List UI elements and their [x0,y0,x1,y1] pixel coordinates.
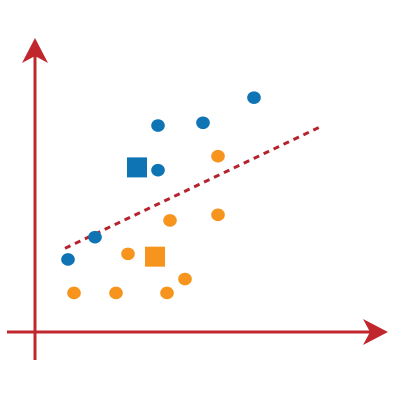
series-2-point-2 [109,286,123,300]
series-2-point-4 [163,214,177,227]
series-1-point-6 [247,91,261,104]
series-1-point-2 [88,230,102,244]
y-axis-arrowhead [22,38,48,63]
series-1-centroid [127,157,147,178]
series-2-point-5 [211,208,225,222]
series-2-point-6 [160,286,174,300]
series-2-centroid [145,246,165,267]
series-1-point-5 [196,116,210,130]
axes-layer [7,38,388,360]
series-1-point-1 [61,253,75,266]
series-2-point-8 [211,149,225,163]
series-2-point-7 [178,272,192,286]
boundary-layer [64,124,324,250]
series-1-point-4 [151,119,165,132]
series-1-point-3 [151,163,165,177]
decision-boundary-line [64,124,324,250]
series-2-point-1 [67,286,81,300]
x-axis-arrowhead [363,319,388,345]
series-2-point-3 [121,247,135,261]
points-layer [61,91,261,300]
